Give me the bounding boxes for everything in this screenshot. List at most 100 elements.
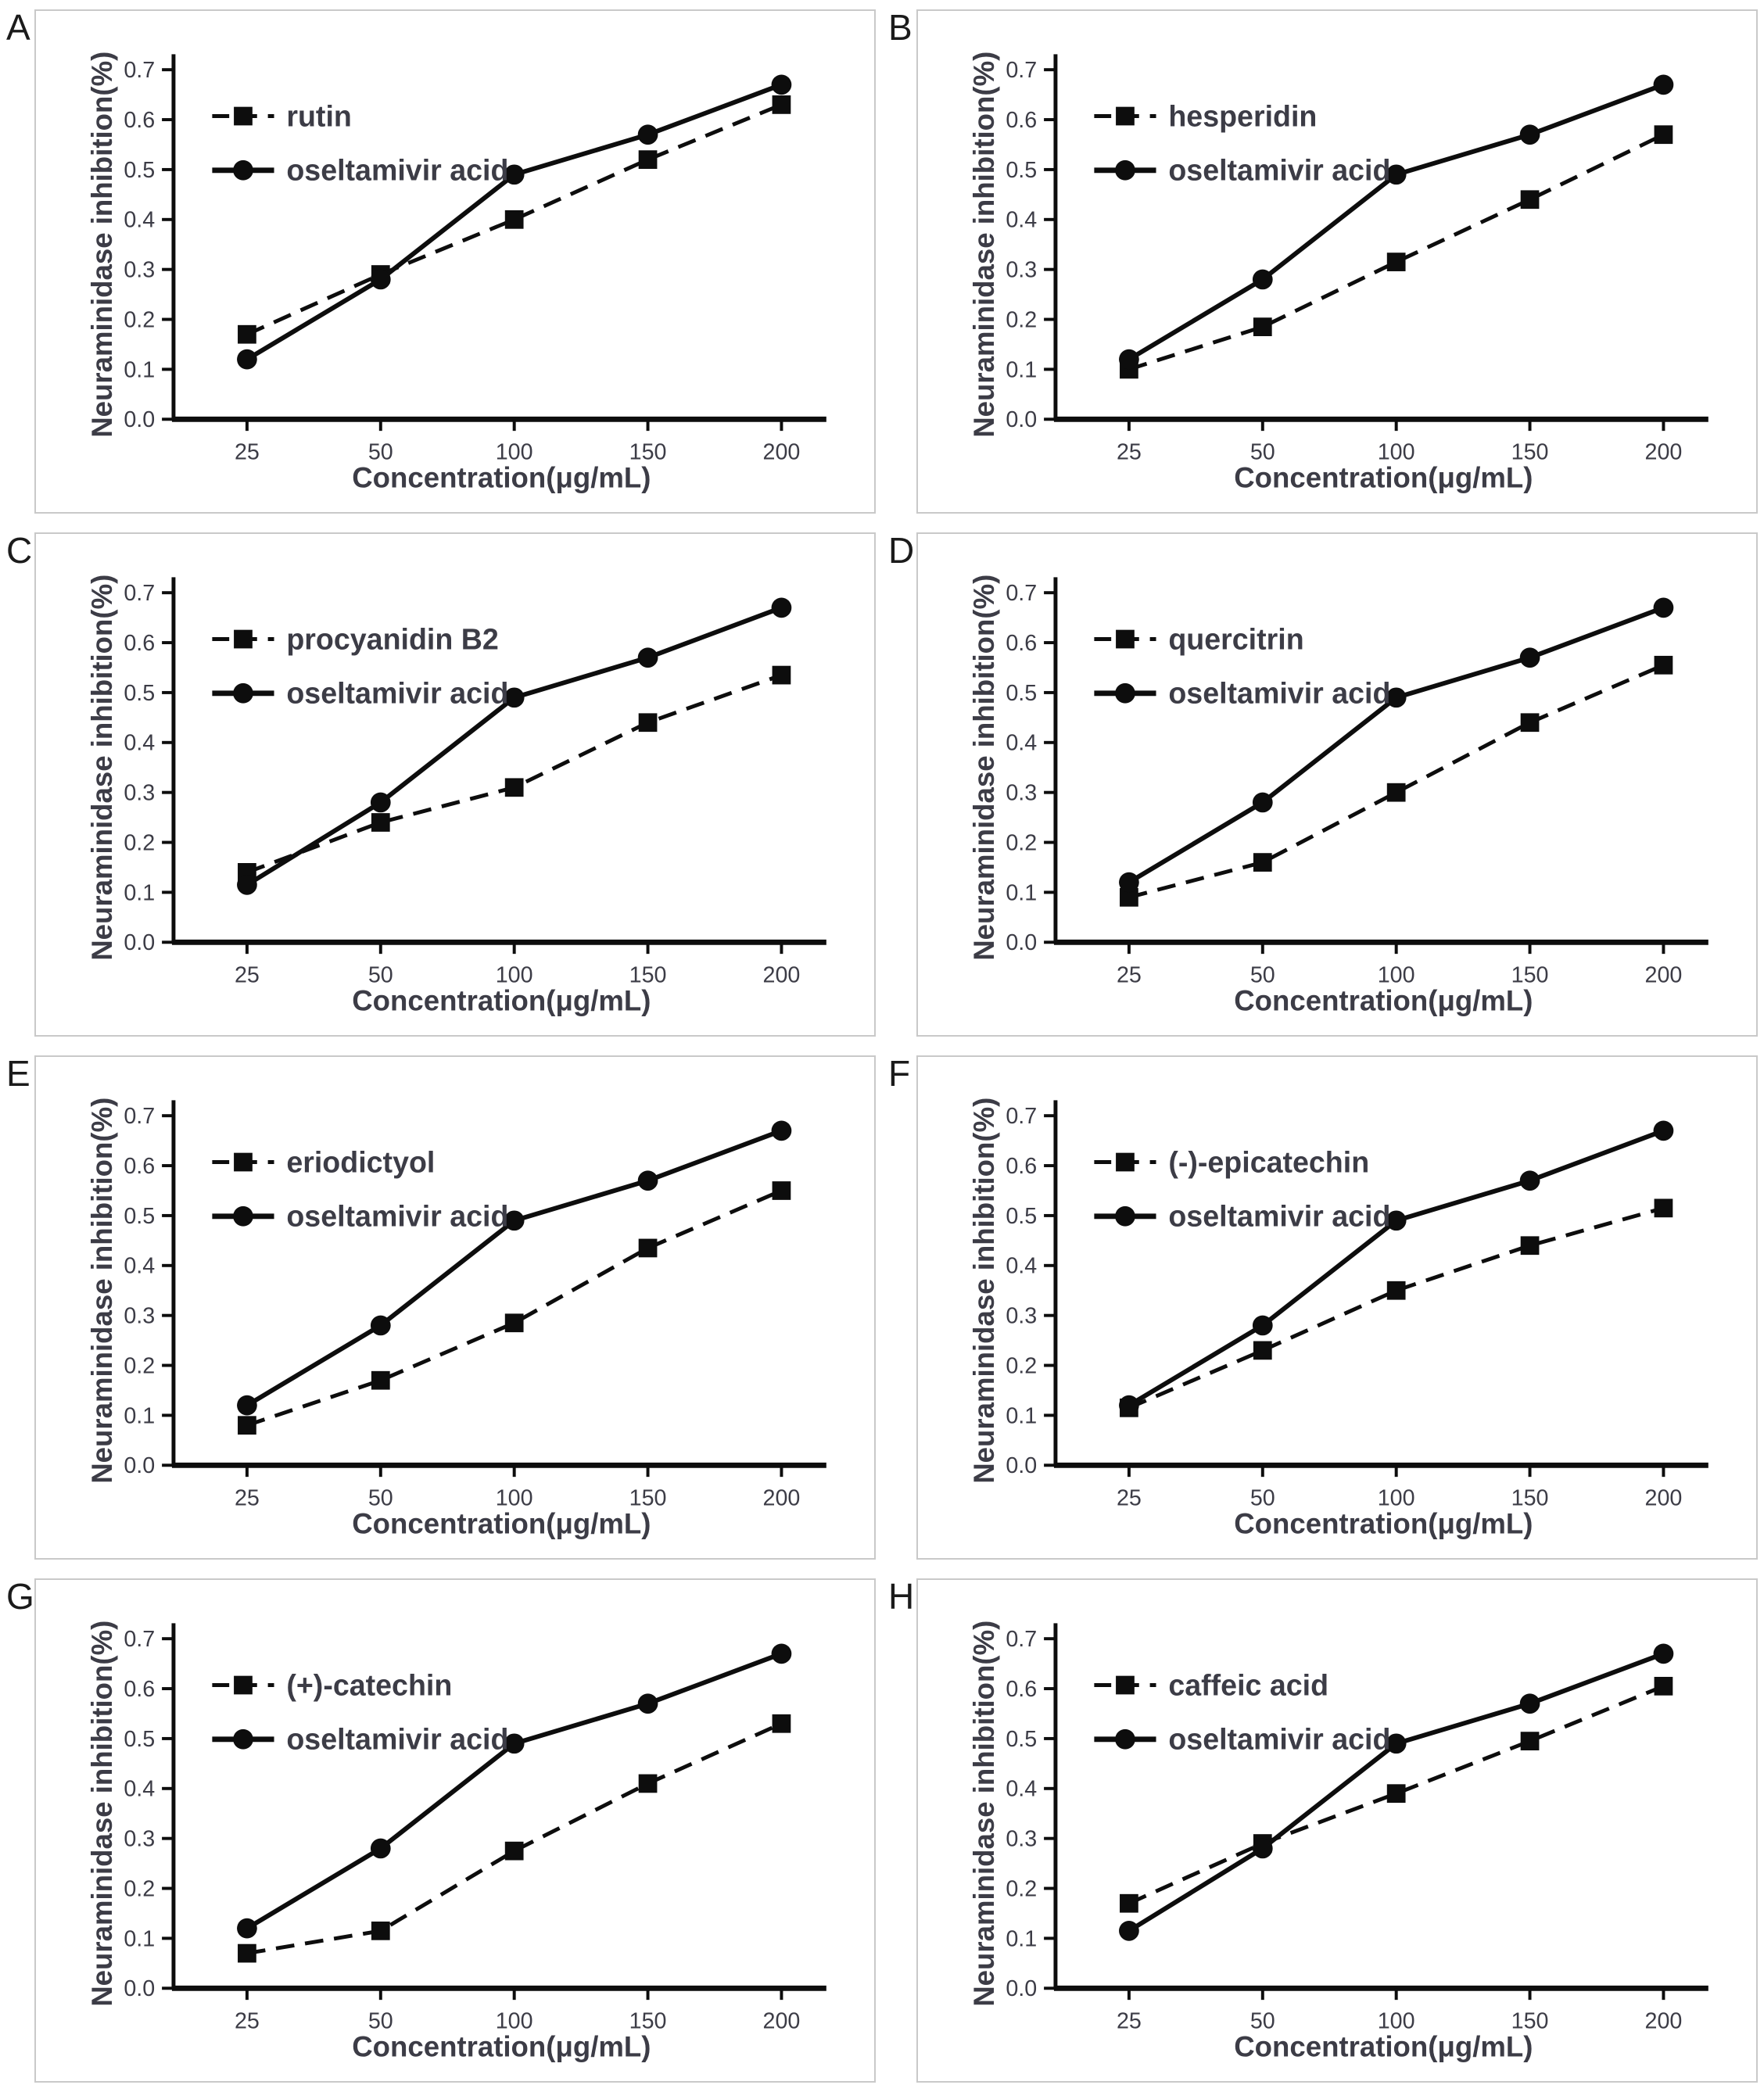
y-tick-label: 0.4	[124, 208, 155, 233]
y-tick-label: 0.2	[124, 830, 155, 855]
x-tick-label: 50	[368, 963, 393, 988]
legend-marker-circle	[233, 1205, 253, 1227]
x-axis-title: Concentration(μg/mL)	[352, 461, 651, 493]
marker-square	[1654, 655, 1673, 675]
chart-box-F: 0.0 0.1 0.2 0.3 0.4 0.5 0.6 0.7 25 50 100 150 200 Con…	[916, 1055, 1758, 1560]
y-tick-label: 0.7	[124, 1104, 155, 1129]
y-tick-label: 0.6	[124, 1677, 155, 1702]
marker-circle	[237, 349, 257, 370]
y-axis-title: Neuraminidase inhibition(%)	[86, 1098, 118, 1484]
y-tick-label: 0.5	[124, 158, 155, 183]
y-tick-label: 0.5	[1006, 158, 1037, 183]
marker-circle	[1653, 597, 1674, 618]
panel-A: A 0.0 0.1 0.2 0.3 0.4 0.5 0.6 0.7 25 50 100 150 200 C…	[0, 0, 882, 523]
y-tick-label: 0.2	[124, 1876, 155, 1901]
y-tick-label: 0.7	[1006, 1627, 1037, 1652]
marker-circle	[1519, 1170, 1540, 1191]
x-tick-label: 150	[629, 1486, 667, 1511]
y-tick-label: 0.1	[1006, 880, 1037, 905]
series-line-compound	[246, 102, 783, 336]
y-tick-label: 0.3	[1006, 258, 1037, 283]
legend-label: oseltamivir acid	[286, 677, 508, 710]
marker-square	[1654, 1198, 1673, 1218]
x-tick-label: 50	[368, 440, 393, 465]
marker-square	[638, 150, 658, 170]
marker-circle	[1119, 872, 1139, 893]
legend-marker-square	[234, 106, 253, 126]
panel-label-D: D	[888, 530, 915, 571]
marker-circle	[1519, 124, 1540, 145]
x-tick-label: 50	[1250, 963, 1275, 988]
x-tick-label: 200	[1645, 440, 1683, 465]
panel-C: C 0.0 0.1 0.2 0.3 0.4 0.5 0.6 0.7 25 50 100 150 200 C…	[0, 523, 882, 1046]
marker-circle	[1386, 164, 1407, 185]
series-line-compound	[246, 1721, 783, 1956]
y-tick-label: 0.4	[1006, 731, 1037, 756]
legend-label: rutin	[286, 99, 352, 132]
y-tick-label: 0.6	[1006, 108, 1037, 133]
marker-circle	[771, 1643, 792, 1664]
marker-circle	[370, 1838, 391, 1859]
y-tick-label: 0.1	[1006, 1403, 1037, 1428]
marker-square	[1520, 1236, 1540, 1256]
marker-circle	[1252, 1315, 1273, 1336]
x-tick-label: 200	[1645, 2009, 1683, 2034]
panel-label-E: E	[6, 1053, 30, 1094]
line-chart-A: 0.0 0.1 0.2 0.3 0.4 0.5 0.6 0.7 25 50 100 150 200 Con…	[86, 52, 826, 493]
legend-label: oseltamivir acid	[286, 1723, 508, 1756]
marker-square	[1520, 190, 1540, 210]
marker-circle	[370, 1315, 391, 1336]
x-tick-label: 150	[1511, 963, 1549, 988]
legend-label: hesperidin	[1168, 99, 1317, 132]
marker-square	[1386, 1281, 1406, 1300]
panel-E: E 0.0 0.1 0.2 0.3 0.4 0.5 0.6 0.7 25 50 100 150 200 C…	[0, 1046, 882, 1569]
y-tick-label: 0.2	[124, 1353, 155, 1378]
panel-H: H 0.0 0.1 0.2 0.3 0.4 0.5 0.6 0.7 25 50 100 150 200 C…	[882, 1569, 1764, 2092]
y-axis-title: Neuraminidase inhibition(%)	[968, 1621, 1000, 2007]
x-tick-label: 50	[368, 1486, 393, 1511]
line-chart-H: 0.0 0.1 0.2 0.3 0.4 0.5 0.6 0.7 25 50 100 150 200 Con…	[968, 1621, 1708, 2062]
marker-circle	[637, 1693, 658, 1714]
y-tick-label: 0.7	[124, 1627, 155, 1652]
marker-circle	[504, 1210, 525, 1231]
marker-circle	[370, 269, 391, 290]
marker-circle	[771, 597, 792, 618]
marker-circle	[1386, 1210, 1407, 1231]
marker-square	[1386, 783, 1406, 802]
y-tick-label: 0.1	[124, 357, 155, 382]
marker-square	[772, 1714, 791, 1733]
legend-label: oseltamivir acid	[1168, 1723, 1390, 1756]
legend-label: oseltamivir acid	[1168, 154, 1390, 187]
y-tick-label: 0.2	[1006, 307, 1037, 332]
marker-circle	[1252, 269, 1273, 290]
panel-G: G 0.0 0.1 0.2 0.3 0.4 0.5 0.6 0.7 25 50 100 150 200 C…	[0, 1569, 882, 2092]
marker-circle	[637, 647, 658, 668]
y-tick-label: 0.6	[124, 1154, 155, 1179]
series-line-compound	[1128, 132, 1665, 371]
marker-square	[504, 778, 524, 797]
y-tick-label: 0.1	[124, 880, 155, 905]
x-tick-label: 100	[496, 1486, 533, 1511]
y-tick-label: 0.4	[1006, 208, 1037, 233]
legend-label: oseltamivir acid	[286, 154, 508, 187]
marker-circle	[637, 1170, 658, 1191]
marker-circle	[1653, 1643, 1674, 1664]
marker-circle	[237, 1395, 257, 1416]
x-tick-label: 50	[368, 2009, 393, 2034]
y-tick-label: 0.3	[1006, 781, 1037, 806]
chart-box-A: 0.0 0.1 0.2 0.3 0.4 0.5 0.6 0.7 25 50 100 150 200 Con…	[34, 9, 876, 514]
x-axis-title: Concentration(μg/mL)	[352, 984, 651, 1016]
marker-circle	[1519, 647, 1540, 668]
x-axis-title: Concentration(μg/mL)	[1234, 2030, 1533, 2062]
y-tick-label: 0.4	[1006, 1777, 1037, 1802]
x-tick-label: 25	[1117, 440, 1142, 465]
panel-label-H: H	[888, 1576, 915, 1617]
y-tick-label: 0.0	[1006, 1976, 1037, 2001]
y-tick-label: 0.5	[1006, 1727, 1037, 1752]
legend-marker-square	[234, 1152, 253, 1172]
x-tick-label: 200	[763, 2009, 801, 2034]
x-tick-label: 100	[1378, 1486, 1415, 1511]
marker-square	[371, 1370, 390, 1390]
y-tick-label: 0.5	[1006, 681, 1037, 706]
y-tick-label: 0.7	[1006, 1104, 1037, 1129]
